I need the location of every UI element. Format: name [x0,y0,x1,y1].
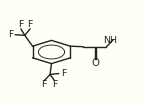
Text: F: F [8,30,13,39]
Text: F: F [52,80,58,89]
Text: NH: NH [103,36,117,45]
Text: F: F [18,20,23,29]
Text: O: O [92,58,100,68]
Text: F: F [28,20,33,29]
Text: F: F [61,69,66,78]
Text: F: F [41,80,47,89]
